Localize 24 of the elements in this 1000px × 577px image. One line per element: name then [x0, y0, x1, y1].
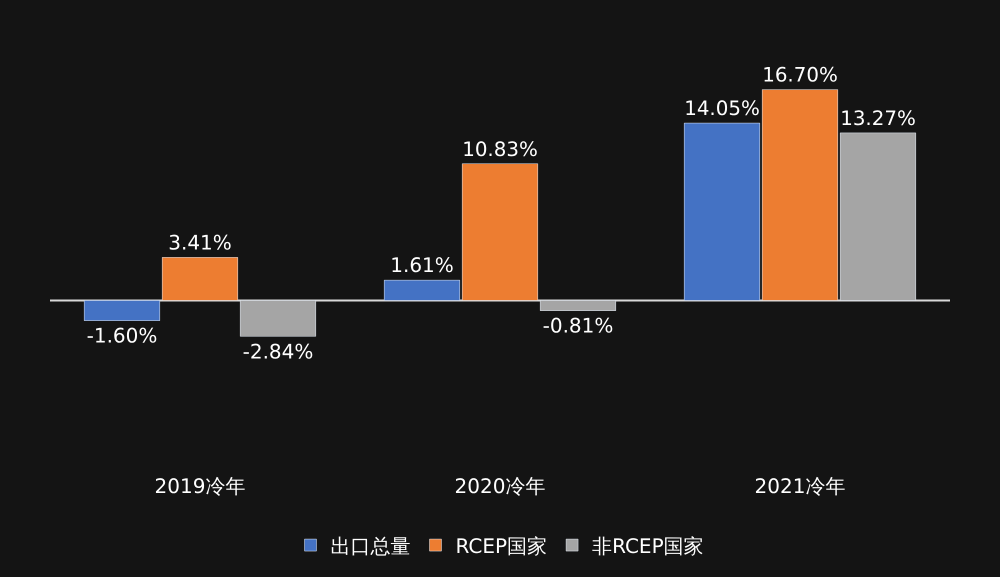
bar — [162, 257, 238, 301]
data-label: -0.81% — [542, 314, 614, 338]
data-label: -1.60% — [86, 324, 158, 348]
data-label: 1.61% — [390, 253, 454, 278]
legend-label: 出口总量 — [330, 534, 410, 558]
bar — [684, 122, 760, 301]
data-label: 10.83% — [462, 138, 538, 161]
bar — [540, 300, 616, 311]
bar — [384, 280, 460, 301]
bar — [840, 132, 916, 301]
x-tick-label: 2020冷年 — [454, 474, 546, 498]
legend-label: RCEP国家 — [456, 534, 548, 558]
bar — [762, 89, 838, 301]
x-tick-label: 2019冷年 — [154, 474, 246, 498]
legend-label: 非RCEP国家 — [592, 534, 704, 558]
data-label: 13.27% — [840, 106, 916, 130]
bar — [462, 163, 538, 301]
data-label: 16.70% — [762, 64, 838, 87]
bar — [240, 300, 316, 337]
x-tick-label: 2021冷年 — [754, 474, 846, 498]
data-label: 14.05% — [684, 97, 760, 120]
bar — [84, 300, 160, 321]
data-label: -2.84% — [242, 339, 314, 364]
data-label: 3.41% — [168, 230, 232, 254]
